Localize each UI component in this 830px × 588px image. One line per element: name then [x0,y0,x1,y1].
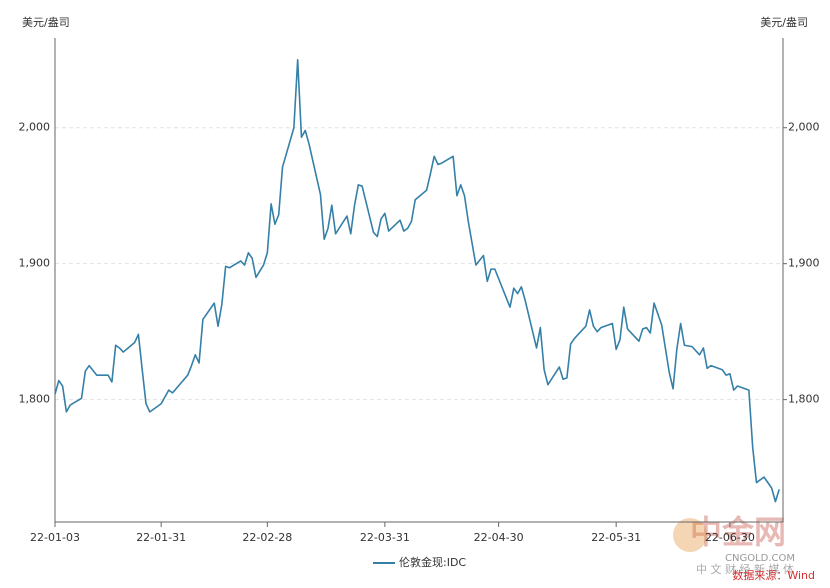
legend-label: 伦敦金现:IDC [399,555,466,569]
watermark-logo: 中金网 [690,513,786,551]
x-tick-label: 22-01-31 [136,531,186,544]
line [54,58,780,503]
y-axis-label: 美元/盎司 [22,15,70,29]
x-tick-label: 22-04-30 [474,531,524,544]
y2-axis-label: 美元/盎司 [760,15,808,29]
x-tick-label: 22-02-28 [242,531,292,544]
x-tick-label: 22-05-31 [591,531,641,544]
y2-tick-label: 1,800 [788,393,820,406]
y-tick-label: 2,000 [19,121,51,134]
source: 数据来源：Wind [732,568,815,582]
x-tick-label: 22-01-03 [30,531,80,544]
y2-tick-label: 1,900 [788,257,820,270]
x-tick-label: 22-06-30 [705,531,755,544]
y-tick-label: 1,800 [19,393,51,406]
y2-tick-label: 2,000 [788,121,820,134]
watermark-slogan: 中 文 财 经 新 媒 体 [696,562,794,576]
watermark-icon [673,518,707,552]
watermark-site: CNGOLD.COM [725,553,795,564]
x-tick-label: 22-03-31 [360,531,410,544]
y-tick-label: 1,900 [19,257,51,270]
